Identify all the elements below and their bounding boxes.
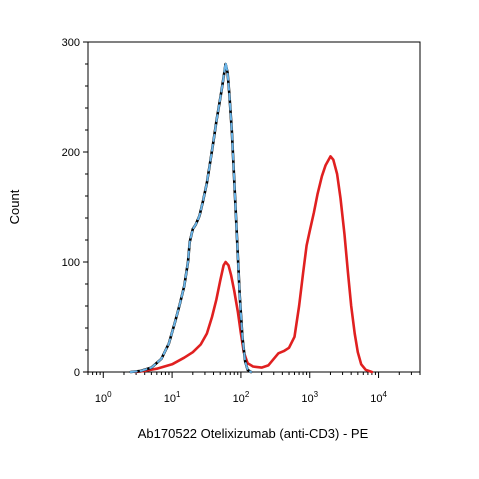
x-tick-label: 101 <box>164 390 181 405</box>
y-tick-label: 0 <box>74 367 80 379</box>
y-tick-label: 200 <box>62 147 80 159</box>
y-tick-label: 100 <box>62 257 80 269</box>
series-layer <box>129 61 374 374</box>
x-tick-label: 103 <box>301 390 318 405</box>
y-axis: 0 100 200 300 <box>62 37 88 379</box>
x-tick-label: 102 <box>233 390 250 405</box>
x-axis-title: Ab170522 Otelixizumab (anti-CD3) - PE <box>138 426 369 441</box>
y-tick-label: 300 <box>62 37 80 49</box>
plot-frame <box>87 41 421 373</box>
y-axis-title: Count <box>7 189 22 224</box>
x-axis: 100 101 102 103 104 <box>87 372 421 405</box>
x-tick-label: 104 <box>370 390 387 405</box>
series-line-series-blue-dashed <box>129 61 252 373</box>
x-tick-label: 100 <box>95 390 112 405</box>
series-line-series-black <box>129 62 253 374</box>
series-line-series-red <box>133 155 374 374</box>
